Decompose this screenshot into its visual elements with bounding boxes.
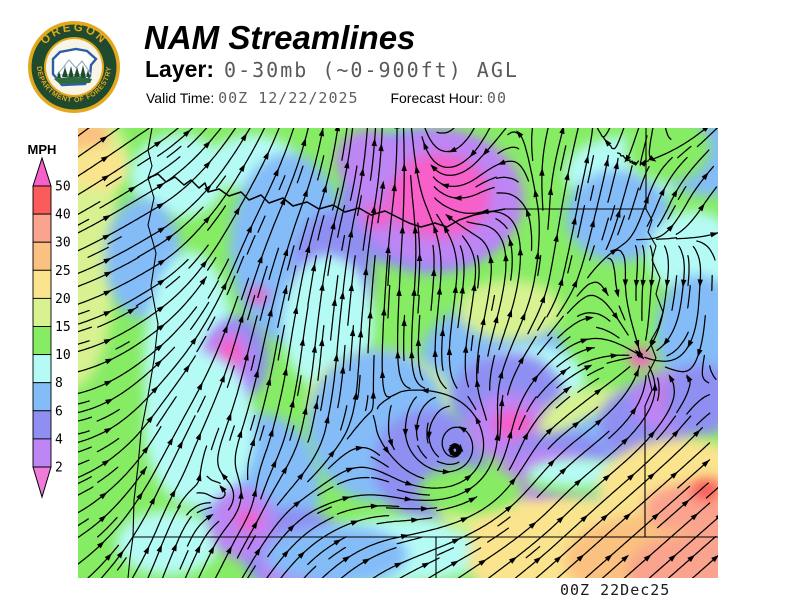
layer-label: Layer:: [145, 56, 215, 82]
forecast-hour-label: Forecast Hour:: [390, 90, 484, 106]
svg-text:30: 30: [55, 236, 71, 251]
svg-text:8: 8: [55, 376, 63, 391]
forestry-logo: OREGON DEPARTMENT OF FORESTRY: [24, 15, 124, 119]
valid-time-value: 00Z 12/22/2025: [218, 89, 359, 107]
wind-speed-colorbar: MPH 50 40 30 25 20 15 10 8 6 4 2: [14, 136, 88, 516]
svg-text:15: 15: [55, 320, 71, 335]
border-coastline: [127, 128, 159, 578]
valid-time-line: Valid Time: 00Z 12/22/2025 Forecast Hour…: [146, 89, 507, 107]
svg-text:50: 50: [55, 180, 71, 195]
valid-time-label: Valid Time:: [146, 90, 215, 106]
forestry-logo-seal: OREGON DEPARTMENT OF FORESTRY: [28, 21, 120, 113]
logo-ground: [54, 77, 92, 84]
logo-trees: [57, 65, 90, 78]
layer-value: 0-30mb (~0-900ft) AGL: [224, 58, 519, 82]
colorbar-scale: MPH 50 40 30 25 20 15 10 8 6 4 2: [28, 142, 71, 499]
streamline-map-canvas: [78, 128, 718, 578]
forecast-hour-value: 00: [486, 89, 507, 107]
svg-text:2: 2: [55, 461, 63, 476]
svg-text:10: 10: [55, 348, 71, 363]
svg-text:40: 40: [55, 208, 71, 223]
map-caption: 00Z 22Dec25: [560, 581, 671, 599]
page-title: NAM Streamlines: [144, 19, 416, 56]
layer-line: Layer: 0-30mb (~0-900ft) AGL: [145, 56, 519, 83]
svg-text:6: 6: [55, 404, 63, 419]
svg-text:4: 4: [55, 432, 63, 447]
streamline-map: [78, 128, 718, 578]
svg-text:MPH: MPH: [28, 142, 57, 157]
border-columbia-river: [147, 173, 506, 228]
svg-text:20: 20: [55, 292, 71, 307]
svg-text:25: 25: [55, 264, 71, 279]
